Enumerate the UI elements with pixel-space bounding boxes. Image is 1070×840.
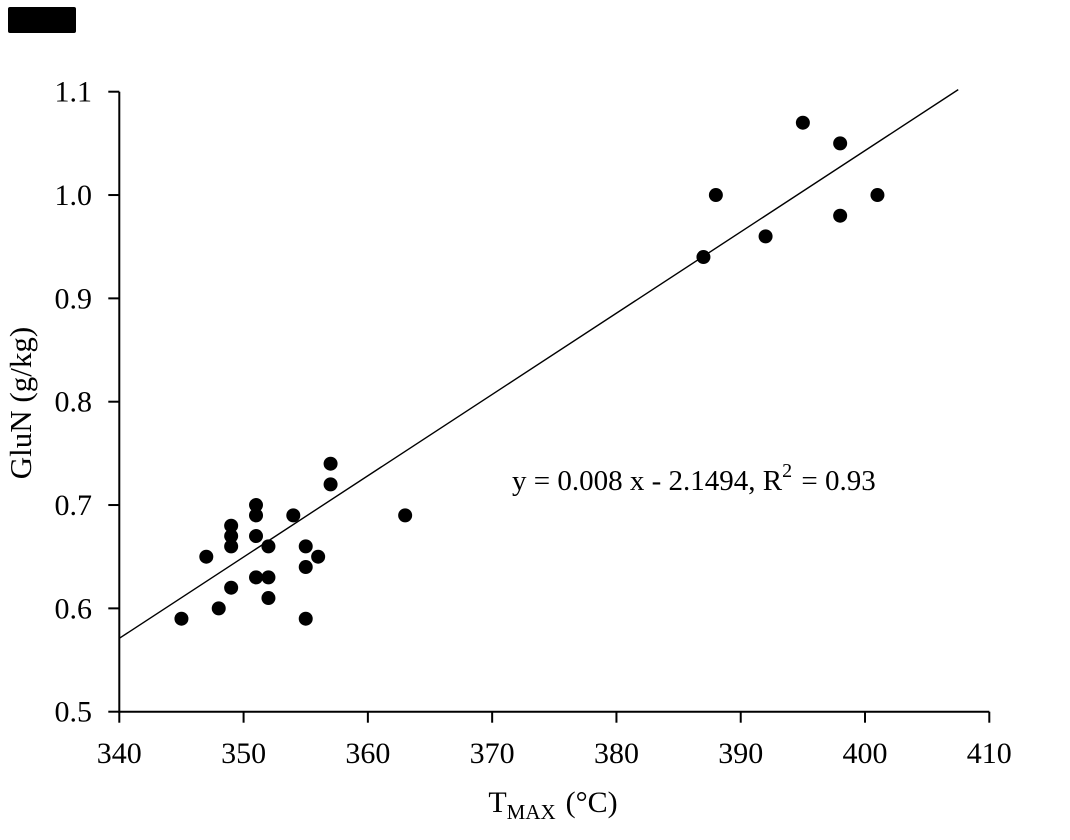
scatter-point [224,518,239,533]
corner-artifact-box [8,7,76,33]
scatter-point [261,591,276,606]
scatter-point [795,115,810,130]
scatter-point [249,570,264,585]
scatter-point [249,498,264,513]
y-tick-label: 0.7 [55,489,93,522]
scatter-point [261,539,276,554]
x-tick-label: 350 [221,737,266,770]
scatter-point [249,508,264,523]
scatter-point [323,477,338,492]
x-tick-label: 380 [594,737,639,770]
scatter-point [398,508,413,523]
scatter-point [224,580,239,595]
x-tick-label: 410 [967,737,1012,770]
y-tick-label: 0.6 [55,592,93,625]
y-tick-label: 0.8 [55,386,93,419]
scatter-point [211,601,226,616]
scatter-point [199,549,214,564]
scatter-point [261,570,276,585]
scatter-point [249,529,264,544]
y-tick-label: 1.0 [55,179,93,212]
scatter-point [833,136,848,151]
scatter-point [286,508,301,523]
y-tick-label: 1.1 [55,76,93,109]
y-axis-title: GluN (g/kg) [3,327,38,479]
x-axis-title: TMAX (°C) [488,786,617,824]
scatter-point [870,188,885,203]
scatter-point [323,456,338,471]
scatter-point [758,229,773,244]
x-tick-label: 370 [470,737,515,770]
trend-line [118,89,959,639]
scatter-point [311,549,326,564]
scatter-point [174,611,189,626]
scatter-point [696,250,711,265]
y-tick-label: 0.9 [55,282,93,315]
scatter-point [224,529,239,544]
scatter-point [298,611,313,626]
scatter-point [708,188,723,203]
scatter-point [224,539,239,554]
scatter-point [298,539,313,554]
equation-annotation: y = 0.008 x - 2.1494, R2 = 0.93 [512,460,876,497]
x-tick-label: 340 [97,737,142,770]
scatter-point [298,560,313,575]
x-tick-label: 360 [345,737,390,770]
y-tick-label: 0.5 [55,696,93,729]
x-tick-label: 390 [718,737,763,770]
scatter-point [833,208,848,223]
x-tick-label: 400 [843,737,888,770]
